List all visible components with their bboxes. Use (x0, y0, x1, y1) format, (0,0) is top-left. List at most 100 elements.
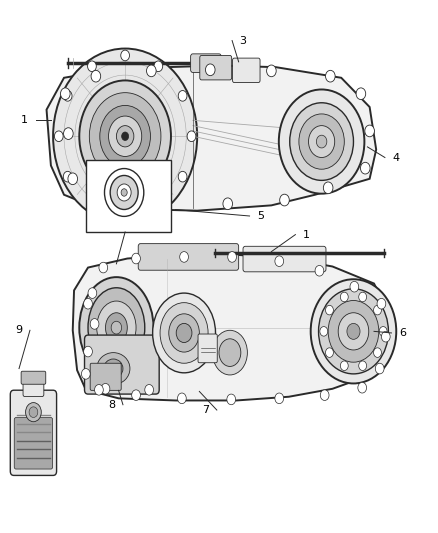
Ellipse shape (328, 301, 379, 362)
Circle shape (320, 390, 329, 400)
Ellipse shape (79, 80, 171, 192)
Circle shape (132, 390, 141, 400)
Ellipse shape (106, 313, 127, 343)
Ellipse shape (311, 279, 396, 383)
Circle shape (145, 384, 153, 395)
Ellipse shape (53, 49, 197, 224)
Circle shape (315, 265, 324, 276)
Circle shape (267, 65, 276, 77)
Circle shape (84, 298, 92, 309)
Ellipse shape (152, 293, 215, 373)
Ellipse shape (160, 303, 208, 364)
Circle shape (88, 61, 96, 71)
Ellipse shape (97, 353, 130, 384)
Text: 1: 1 (21, 115, 28, 125)
Circle shape (105, 168, 144, 216)
Circle shape (84, 346, 92, 357)
Circle shape (275, 393, 284, 403)
FancyBboxPatch shape (90, 364, 121, 390)
Circle shape (147, 65, 156, 77)
Circle shape (365, 125, 374, 137)
Circle shape (110, 175, 138, 209)
Circle shape (275, 256, 284, 266)
Ellipse shape (318, 289, 389, 374)
Circle shape (377, 298, 386, 309)
Circle shape (323, 182, 333, 193)
Text: 8: 8 (109, 400, 116, 410)
Ellipse shape (169, 314, 199, 352)
Circle shape (101, 383, 110, 394)
Circle shape (64, 128, 73, 140)
Text: 4: 4 (392, 152, 399, 163)
Circle shape (81, 368, 90, 379)
Circle shape (325, 70, 335, 82)
Circle shape (375, 364, 384, 374)
Ellipse shape (219, 339, 241, 367)
FancyBboxPatch shape (243, 246, 326, 272)
Circle shape (381, 332, 390, 342)
Ellipse shape (100, 106, 150, 167)
Circle shape (374, 305, 381, 315)
Ellipse shape (97, 301, 136, 354)
Circle shape (91, 70, 101, 82)
Ellipse shape (79, 277, 153, 378)
Circle shape (180, 252, 188, 262)
Circle shape (122, 132, 129, 141)
Circle shape (90, 319, 99, 329)
Circle shape (358, 382, 367, 393)
Circle shape (316, 135, 327, 148)
Circle shape (360, 163, 370, 174)
Circle shape (121, 50, 130, 61)
Circle shape (154, 201, 162, 212)
Circle shape (121, 189, 127, 196)
Circle shape (95, 384, 103, 395)
Ellipse shape (117, 126, 134, 147)
Circle shape (359, 292, 367, 302)
Circle shape (320, 327, 328, 336)
Circle shape (228, 252, 237, 262)
Circle shape (359, 361, 367, 370)
Circle shape (178, 91, 187, 101)
Polygon shape (73, 255, 389, 400)
Circle shape (178, 171, 187, 182)
Ellipse shape (104, 359, 123, 378)
Circle shape (68, 173, 78, 184)
Ellipse shape (88, 288, 145, 368)
Circle shape (325, 305, 333, 315)
Circle shape (162, 198, 171, 209)
Circle shape (350, 281, 359, 292)
Circle shape (25, 402, 41, 422)
FancyBboxPatch shape (191, 54, 221, 72)
Ellipse shape (308, 126, 335, 158)
Circle shape (280, 194, 289, 206)
Circle shape (88, 201, 96, 212)
FancyBboxPatch shape (23, 381, 44, 397)
Text: 1: 1 (303, 230, 310, 240)
FancyBboxPatch shape (11, 390, 57, 475)
Circle shape (132, 253, 141, 264)
FancyBboxPatch shape (14, 417, 53, 469)
Circle shape (63, 171, 72, 182)
Circle shape (340, 292, 348, 302)
Text: 7: 7 (202, 405, 209, 415)
Circle shape (379, 327, 387, 336)
Circle shape (154, 61, 162, 71)
Ellipse shape (279, 90, 364, 193)
Circle shape (205, 64, 215, 76)
Circle shape (103, 191, 113, 203)
Text: 5: 5 (257, 211, 264, 221)
Circle shape (187, 131, 196, 142)
Circle shape (63, 91, 72, 101)
Text: 6: 6 (399, 328, 406, 338)
Circle shape (177, 393, 186, 403)
Text: 3: 3 (240, 36, 247, 45)
FancyBboxPatch shape (138, 244, 239, 270)
Circle shape (121, 212, 130, 222)
Circle shape (117, 184, 131, 201)
Circle shape (60, 88, 70, 100)
Circle shape (325, 348, 333, 358)
FancyBboxPatch shape (21, 371, 46, 384)
FancyBboxPatch shape (198, 334, 217, 363)
Circle shape (223, 198, 233, 209)
Circle shape (374, 348, 381, 358)
